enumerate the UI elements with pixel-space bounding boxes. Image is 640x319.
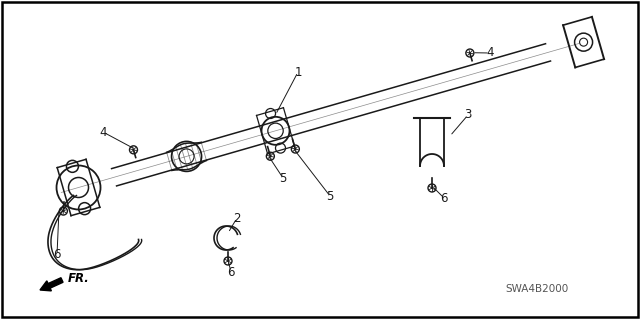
Text: 4: 4 [486, 47, 493, 60]
Text: FR.: FR. [68, 272, 90, 286]
Text: 4: 4 [99, 125, 107, 138]
Text: 3: 3 [464, 108, 472, 122]
Circle shape [266, 152, 275, 160]
Text: 6: 6 [227, 265, 235, 278]
Circle shape [291, 145, 300, 153]
Circle shape [129, 146, 138, 154]
Text: 1: 1 [294, 65, 301, 78]
Text: 5: 5 [326, 189, 333, 203]
Circle shape [224, 257, 232, 265]
Text: 2: 2 [233, 211, 241, 225]
Circle shape [428, 184, 436, 192]
Text: 6: 6 [440, 191, 448, 204]
FancyArrow shape [40, 278, 63, 291]
Circle shape [466, 49, 474, 57]
Text: 6: 6 [53, 249, 61, 262]
Text: SWA4B2000: SWA4B2000 [506, 284, 568, 294]
Text: 5: 5 [279, 172, 287, 184]
Circle shape [60, 207, 67, 215]
